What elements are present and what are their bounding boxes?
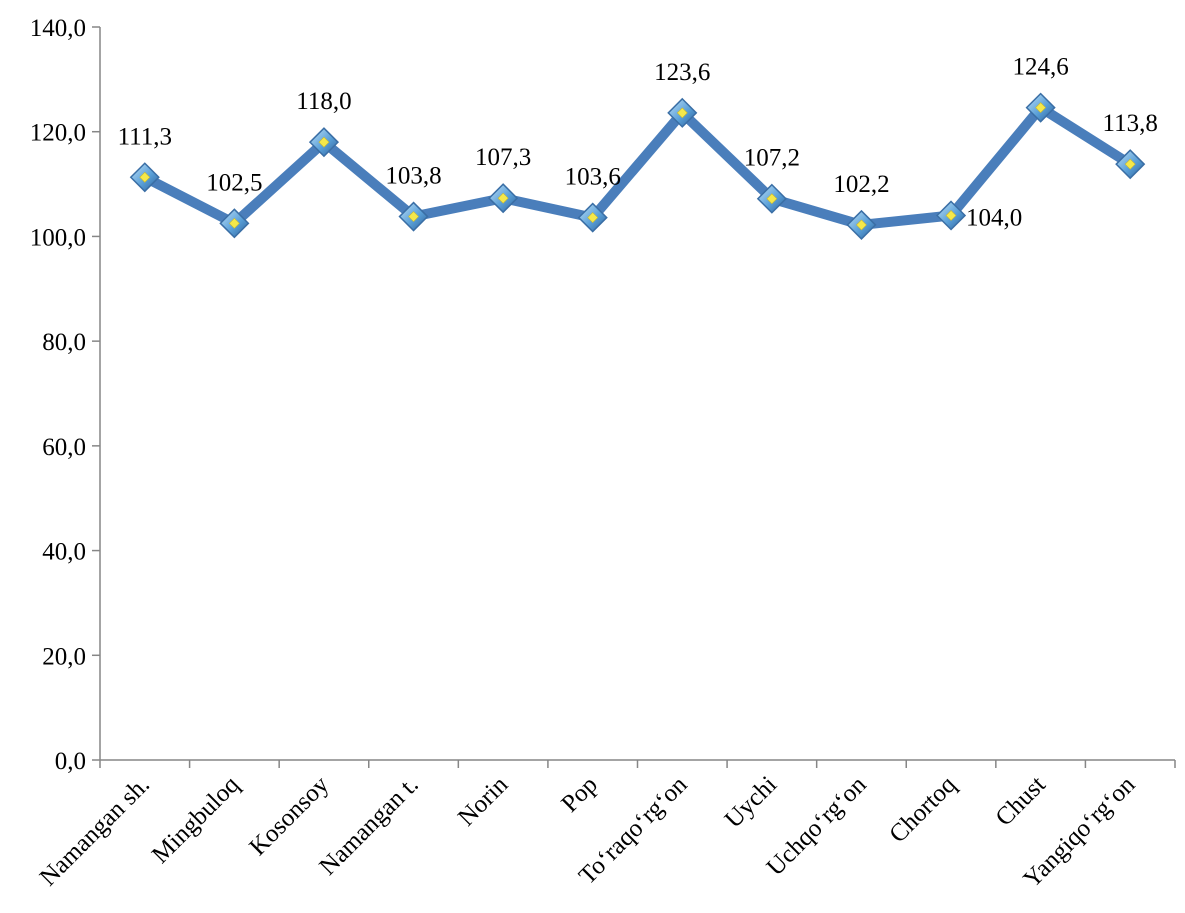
- y-tick-label: 120,0: [30, 120, 86, 147]
- marker-center: [587, 212, 599, 224]
- y-tick-label: 20,0: [42, 643, 86, 670]
- data-label: 104,0: [966, 204, 1022, 231]
- y-tick-labels: 0,0 20,0 40,0 60,0 80,0 100,0 120,0 140,0: [30, 15, 86, 775]
- marker-center: [1124, 158, 1136, 170]
- marker-center: [408, 211, 419, 222]
- data-point-marker: [219, 208, 250, 239]
- marker-center: [856, 219, 867, 231]
- marker-center: [676, 107, 688, 119]
- series-line: [139, 102, 1136, 230]
- data-labels: 111,3 102,5 118,0 103,8 107,3 103,6 123,6 107,2…: [118, 54, 1158, 232]
- data-point-marker: [308, 127, 340, 158]
- x-tick-label: Chust: [991, 771, 1051, 831]
- data-label: 118,0: [296, 88, 351, 115]
- data-point-marker: [129, 162, 160, 193]
- x-tick-label: Mingbuloq: [147, 771, 245, 869]
- y-tick-label: 140,0: [30, 15, 86, 42]
- data-point-marker: [756, 183, 787, 214]
- data-label: 124,6: [1013, 54, 1069, 81]
- x-tick-label: Uychi: [720, 771, 782, 833]
- series-line-group: [139, 102, 1136, 230]
- marker-center: [945, 210, 957, 221]
- y-tick-label: 60,0: [42, 434, 86, 461]
- data-label: 107,3: [475, 144, 531, 171]
- data-point-marker: [846, 209, 877, 240]
- data-point-marker: [667, 97, 698, 128]
- marker-center: [318, 136, 330, 148]
- marker-center: [766, 193, 778, 205]
- data-point-marker: [488, 183, 519, 214]
- data-point-marker: [398, 201, 429, 232]
- x-tick-label: Namangan sh.: [35, 771, 155, 891]
- data-label: 103,6: [565, 164, 621, 191]
- x-tick-label: Chortoq: [884, 771, 961, 848]
- data-label: 107,2: [744, 145, 800, 172]
- data-label: 103,8: [385, 163, 441, 190]
- data-markers: [129, 92, 1146, 240]
- data-label: 102,5: [206, 169, 262, 196]
- data-label: 113,8: [1103, 110, 1158, 137]
- marker-center: [139, 171, 151, 183]
- y-tick-label: 40,0: [42, 539, 86, 566]
- marker-center: [1035, 102, 1047, 114]
- data-label: 123,6: [654, 59, 710, 86]
- x-tick-label: Pop: [556, 771, 603, 818]
- data-point-marker: [577, 202, 608, 233]
- x-tick-label: Kosonsoy: [244, 771, 334, 861]
- y-tick-label: 80,0: [42, 329, 86, 356]
- data-label: 111,3: [118, 123, 172, 150]
- axes: [92, 26, 1176, 768]
- marker-center: [228, 217, 240, 229]
- y-tick-label: 0,0: [55, 748, 86, 775]
- data-point-marker: [1025, 92, 1056, 123]
- data-point-marker: [935, 200, 967, 231]
- data-label: 102,2: [833, 171, 889, 198]
- x-tick-label: Norin: [453, 771, 514, 832]
- data-point-marker: [1115, 149, 1146, 180]
- y-tick-label: 100,0: [30, 224, 86, 251]
- marker-center: [497, 192, 509, 204]
